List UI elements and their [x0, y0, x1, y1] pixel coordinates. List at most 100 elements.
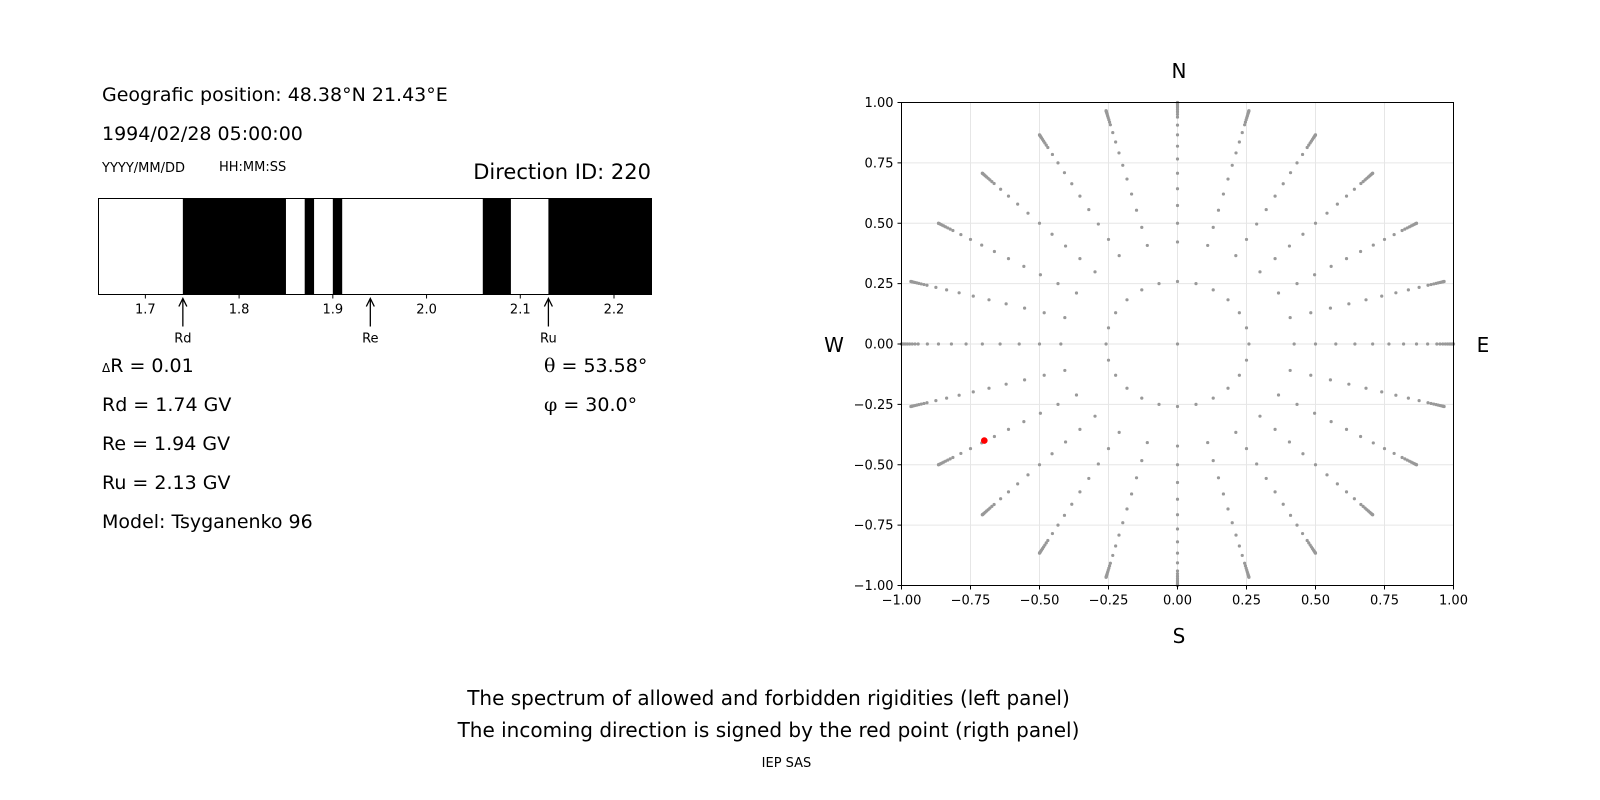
direction-point	[1309, 373, 1313, 377]
direction-point	[1273, 257, 1277, 261]
direction-point	[1243, 123, 1247, 127]
map-y-axis: −1.00 −0.75 −0.50 −0.25 0.00 0.25 0.50 0.75 1.00	[854, 96, 902, 594]
caption-line-1: The spectrum of allowed and forbidden ri…	[467, 686, 1070, 710]
direction-point	[910, 342, 914, 346]
direction-point	[1325, 211, 1329, 215]
direction-point	[1226, 507, 1230, 511]
direction-point	[1240, 130, 1244, 135]
direction-point	[1364, 298, 1368, 302]
spectrum-markers: Rd Re Ru	[174, 297, 557, 347]
direction-point	[1234, 151, 1238, 155]
direction-point	[1129, 192, 1134, 196]
direction-point	[1016, 482, 1020, 486]
direction-point	[1328, 306, 1333, 310]
direction-point	[1175, 112, 1180, 116]
direction-point	[1287, 244, 1292, 248]
direction-point	[1117, 430, 1121, 434]
direction-point	[1414, 221, 1419, 225]
spectrum-tick-label: 1.7	[135, 303, 156, 318]
direction-point	[1022, 264, 1026, 268]
direction-point	[1364, 386, 1368, 390]
direction-point	[1125, 298, 1129, 302]
direction-point	[1140, 396, 1144, 400]
direction-point	[1353, 342, 1357, 346]
direction-point	[1312, 411, 1317, 415]
direction-point	[925, 401, 929, 405]
direction-point	[1335, 482, 1339, 486]
direction-point	[1114, 544, 1118, 548]
direction-point	[1264, 476, 1268, 481]
direction-point	[922, 401, 926, 406]
direction-point	[1038, 273, 1043, 277]
direction-point	[1106, 237, 1111, 242]
direction-point	[1237, 140, 1241, 144]
direction-point	[1106, 326, 1111, 330]
direction-point	[1273, 194, 1277, 198]
spectrum-tick-label: 1.8	[229, 303, 250, 318]
direction-point	[1022, 378, 1027, 382]
direction-point	[1426, 401, 1430, 405]
map-y-tick-label: 0.50	[865, 217, 894, 232]
direction-point	[1273, 427, 1277, 431]
rd-value: Rd = 1.74 GV	[102, 394, 232, 416]
direction-point	[980, 243, 984, 247]
direction-point	[1406, 396, 1410, 400]
direction-point	[1442, 404, 1446, 409]
map-y-tick-label: −1.00	[854, 579, 894, 594]
direction-point	[1194, 282, 1198, 286]
spectrum-tick-label: 1.9	[322, 303, 343, 318]
direction-point	[1230, 521, 1234, 525]
direction-point	[1106, 358, 1111, 362]
direction-point	[1063, 368, 1067, 373]
direction-point	[1325, 473, 1329, 477]
direction-point	[1157, 282, 1161, 286]
direction-point	[1247, 575, 1251, 579]
direction-point	[936, 342, 941, 346]
direction-point	[1175, 404, 1180, 409]
direction-point	[1074, 291, 1079, 295]
direction-point	[1295, 402, 1299, 406]
rigidity-spectrum-chart: 1.7 1.8 1.9 2.0 2.1 2.2 Rd Re Ru	[98, 198, 652, 347]
model-value: Model: Tsyganenko 96	[102, 511, 313, 533]
direction-point	[1432, 402, 1436, 406]
direction-point	[1401, 342, 1406, 346]
direction-point	[1129, 492, 1134, 496]
forbidden-band	[304, 198, 315, 295]
direction-point	[1175, 572, 1180, 576]
direction-point	[1288, 513, 1293, 517]
direction-point	[1046, 538, 1050, 543]
direction-point	[1140, 288, 1144, 292]
geographic-position: Geografic position: 48.38°N 21.43°E	[102, 84, 448, 106]
direction-point	[934, 285, 938, 289]
marker-label: Re	[362, 332, 378, 347]
forbidden-band	[182, 198, 286, 295]
direction-point	[1288, 315, 1292, 320]
direction-point	[992, 249, 996, 254]
direction-point	[1394, 291, 1398, 295]
compass-east: E	[1477, 333, 1490, 357]
direction-point	[1287, 440, 1292, 444]
direction-point	[1344, 194, 1349, 198]
direction-point	[1206, 243, 1210, 248]
direction-point	[925, 342, 929, 346]
map-x-axis: −1.00 −0.75 −0.50 −0.25 0.00 0.25 0.50 0.75 1.00	[882, 585, 1468, 609]
direction-point	[1175, 240, 1180, 244]
direction-point	[971, 390, 975, 394]
direction-point	[1037, 551, 1042, 555]
direction-point	[1221, 492, 1226, 496]
spectrum-tick-label: 2.0	[416, 303, 437, 318]
direction-point	[1400, 228, 1404, 233]
direction-point	[959, 451, 963, 456]
direction-point	[1114, 311, 1118, 315]
direction-point	[1438, 342, 1442, 346]
direction-point	[1255, 462, 1259, 466]
direction-point	[1371, 171, 1375, 175]
direction-point	[980, 171, 984, 175]
map-x-tick-label: −1.00	[882, 594, 922, 609]
direction-point	[1070, 182, 1074, 186]
phi-value: φ = 30.0°	[544, 394, 637, 416]
direction-point	[934, 399, 938, 403]
direction-point	[1305, 538, 1309, 543]
direction-point	[1417, 399, 1421, 403]
direction-point	[1056, 282, 1060, 286]
